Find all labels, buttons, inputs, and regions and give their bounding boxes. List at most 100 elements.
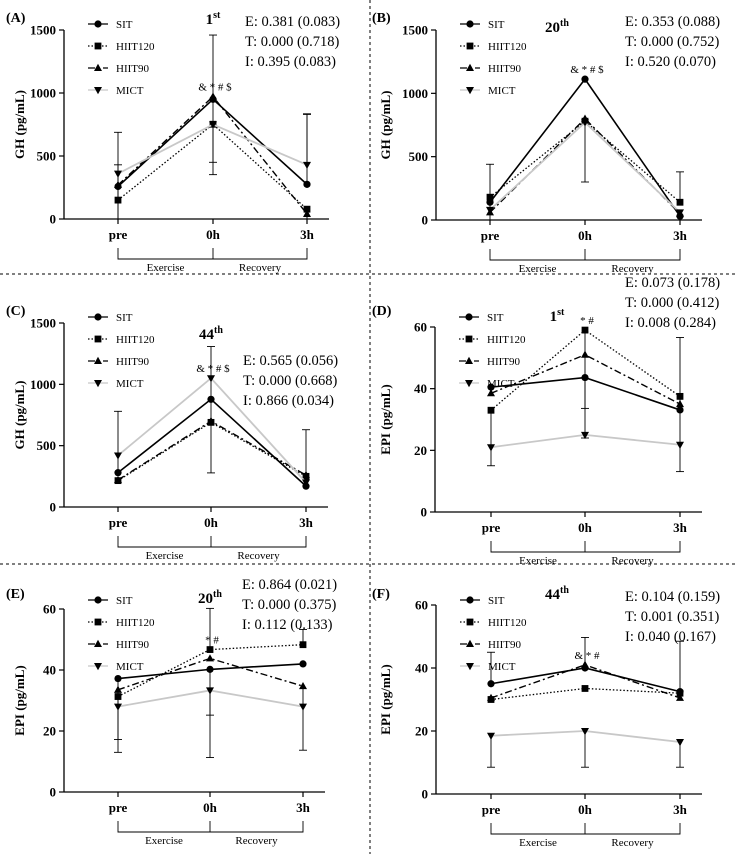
legend-marker: [466, 42, 474, 50]
panel-label: (F): [372, 587, 390, 602]
chart-panel-2: (B) 0 500 1000 1500 GH (pg/mL) pre 0h 3h Exercise…: [372, 11, 720, 275]
session-title: 44th: [545, 585, 569, 603]
significance-markers: * #: [205, 635, 219, 647]
legend-marker: [466, 639, 474, 647]
phase-label-exercise: Exercise: [145, 835, 183, 847]
data-point: [676, 406, 684, 414]
stats-line: E: 0.104 (0.159): [625, 589, 720, 605]
x-tick-label: pre: [109, 800, 128, 815]
y-axis-label: GH (pg/mL): [378, 91, 393, 160]
phase-label-exercise: Exercise: [519, 263, 557, 275]
y-tick-label: 0: [50, 212, 57, 227]
legend-label: MICT: [488, 661, 516, 673]
data-point: [114, 452, 122, 460]
x-tick-label: pre: [481, 228, 500, 243]
data-point: [114, 685, 122, 693]
data-point: [206, 646, 214, 653]
stats-line: T: 0.000 (0.718): [245, 34, 339, 50]
data-point: [487, 444, 495, 452]
phase-bracket: Exercise Recovery: [117, 821, 304, 847]
session-title: 20th: [545, 18, 569, 36]
data-point: [487, 389, 495, 397]
x-tick-label: 3h: [296, 800, 311, 815]
legend-label: SIT: [487, 312, 504, 324]
legend-marker: [465, 356, 473, 364]
y-axis-label: EPI (pg/mL): [378, 384, 393, 454]
legend-marker: [94, 335, 102, 343]
legend-marker: [94, 639, 102, 647]
data-point: [207, 416, 215, 425]
chart-panel-1: (A) 0 500 1000 1500 GH (pg/mL) pre 0h 3h Exercise…: [6, 10, 340, 274]
series-HIIT120: [487, 326, 684, 467]
legend-marker: [466, 63, 474, 71]
x-tick-label: 3h: [299, 515, 314, 530]
legend-marker: [94, 20, 102, 28]
series-HIIT90: [487, 350, 684, 408]
data-point: [114, 703, 122, 711]
x-tick-label: 0h: [578, 228, 593, 243]
legend-label: MICT: [488, 85, 516, 97]
phase-label-recovery: Recovery: [237, 550, 280, 562]
chart-panel-6: (F) 0 20 40 60 EPI (pg/mL) pre 0h 3h Exercise Reco…: [372, 585, 720, 849]
x-tick-label: 0h: [578, 802, 593, 817]
panel-label: (D): [372, 304, 392, 319]
y-tick-label: 60: [415, 598, 428, 613]
y-tick-label: 0: [422, 787, 429, 802]
phase-label-recovery: Recovery: [239, 262, 282, 274]
series-line: [117, 98, 308, 188]
legend-label: HIIT90: [116, 356, 149, 368]
y-tick-label: 1000: [30, 86, 56, 101]
legend-label: HIIT90: [116, 639, 149, 651]
series-HIIT90: [114, 92, 311, 220]
series-line: [117, 644, 304, 698]
chart-panel-4: (D) 0 20 40 60 EPI (pg/mL) pre 0h 3h Exercise Reco…: [372, 275, 720, 567]
data-point: [581, 728, 589, 736]
data-point: [581, 326, 589, 334]
data-point: [676, 739, 684, 747]
stats-line: E: 0.565 (0.056): [243, 353, 338, 369]
legend-label: HIIT120: [488, 41, 527, 53]
series-HIIT90: [487, 660, 684, 701]
data-point: [207, 395, 215, 403]
y-tick-label: 500: [409, 149, 429, 164]
session-title: 44th: [199, 325, 223, 343]
data-point: [486, 193, 494, 201]
data-point: [676, 198, 684, 206]
y-tick-label: 0: [421, 505, 428, 520]
x-tick-label: pre: [482, 520, 501, 535]
y-tick-label: 40: [414, 381, 427, 396]
stats-line: I: 0.008 (0.284): [625, 315, 716, 331]
legend-label: HIIT120: [116, 617, 155, 629]
legend-label: SIT: [488, 595, 505, 607]
stats-line: I: 0.866 (0.034): [243, 393, 334, 409]
legend-marker: [466, 20, 474, 28]
x-tick-label: 3h: [673, 228, 688, 243]
series-MICT: [486, 119, 684, 217]
data-point: [114, 693, 122, 700]
legend-label: SIT: [116, 312, 133, 324]
y-axis-label: EPI (pg/mL): [378, 664, 393, 734]
data-point: [487, 732, 495, 740]
phase-bracket-line: [490, 823, 681, 835]
legend-marker: [465, 335, 473, 343]
data-point: [581, 685, 589, 692]
data-point: [299, 703, 307, 711]
phase-label-exercise: Exercise: [147, 262, 185, 274]
y-tick-label: 1500: [30, 316, 56, 331]
stats-line: T: 0.000 (0.668): [243, 373, 337, 389]
data-point: [303, 161, 311, 170]
data-point: [487, 383, 495, 391]
legend-marker: [466, 596, 474, 604]
y-tick-label: 1000: [30, 377, 56, 392]
data-point: [114, 469, 122, 477]
y-tick-label: 500: [37, 149, 57, 164]
y-tick-label: 40: [43, 663, 56, 678]
legend-marker: [94, 356, 102, 364]
x-tick-label: pre: [482, 802, 501, 817]
x-tick-label: 3h: [300, 227, 315, 242]
panel-label: (C): [6, 304, 26, 319]
y-tick-label: 1000: [402, 86, 428, 101]
stats-line: T: 0.001 (0.351): [625, 609, 719, 625]
y-tick-label: 20: [415, 724, 428, 739]
